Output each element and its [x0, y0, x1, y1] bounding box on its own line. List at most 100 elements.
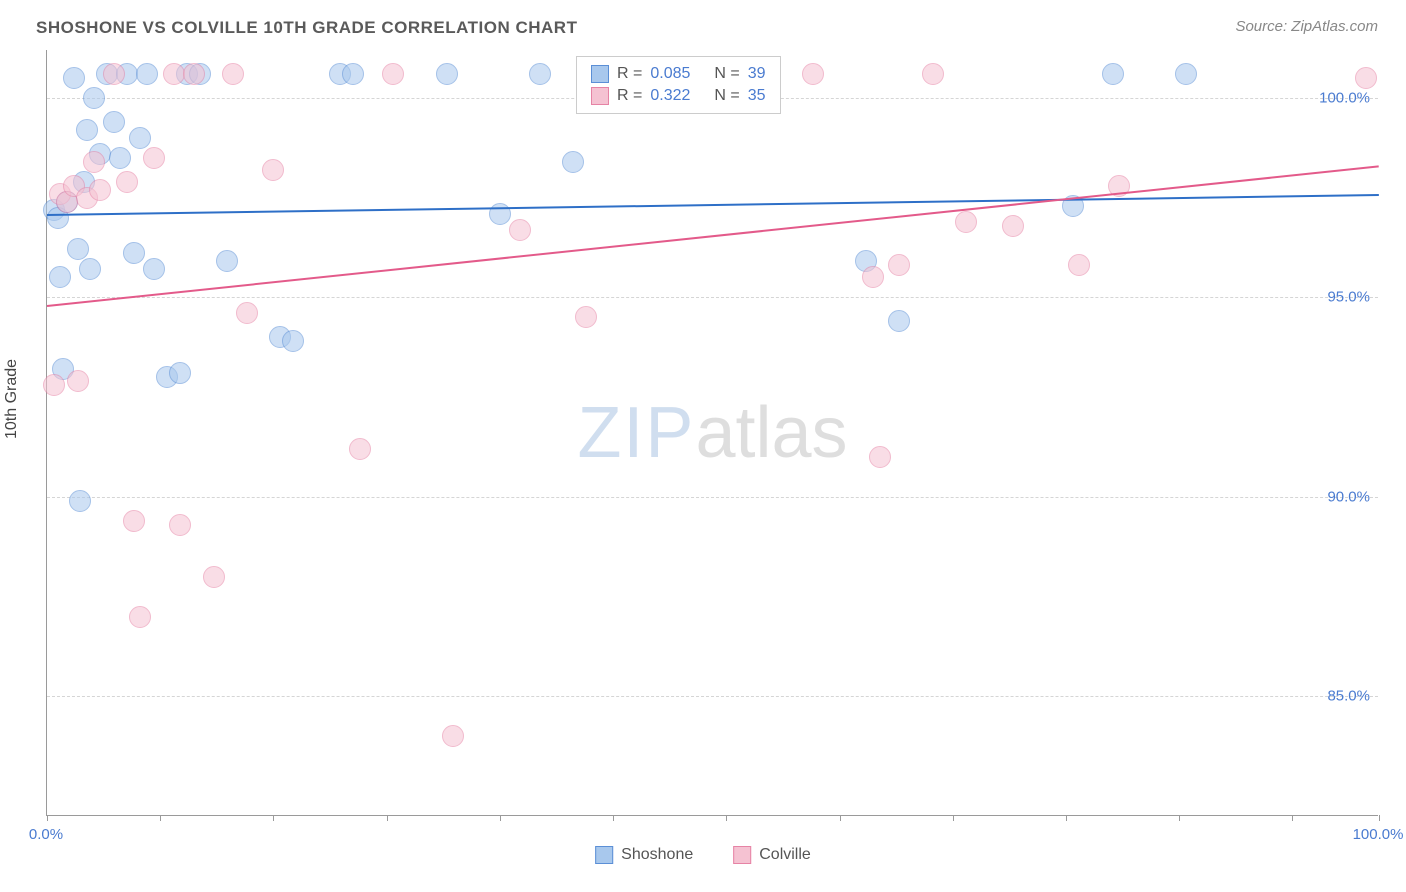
data-point [76, 119, 98, 141]
x-tick [726, 815, 727, 821]
source-attribution: Source: ZipAtlas.com [1235, 18, 1378, 35]
data-point [143, 147, 165, 169]
x-tick [1379, 815, 1380, 821]
data-point [67, 370, 89, 392]
x-tick [273, 815, 274, 821]
data-point [922, 63, 944, 85]
x-tick [953, 815, 954, 821]
data-point [123, 242, 145, 264]
legend-n-label: N = [714, 65, 739, 83]
data-point [262, 159, 284, 181]
gridline [47, 297, 1378, 298]
legend-row: R = 0.085 N = 39 [591, 63, 766, 85]
legend-row: R = 0.322 N = 35 [591, 85, 766, 107]
x-tick [500, 815, 501, 821]
data-point [169, 514, 191, 536]
x-tick [1066, 815, 1067, 821]
series-legend: Shoshone Colville [595, 846, 811, 864]
data-point [89, 179, 111, 201]
data-point [103, 63, 125, 85]
data-point [862, 266, 884, 288]
y-axis-label: 10th Grade [3, 359, 21, 439]
data-point [888, 310, 910, 332]
data-point [79, 258, 101, 280]
data-point [169, 362, 191, 384]
legend-r-value: 0.085 [650, 65, 690, 83]
x-tick [47, 815, 48, 821]
data-point [436, 63, 458, 85]
data-point [67, 238, 89, 260]
data-point [83, 151, 105, 173]
data-point [63, 67, 85, 89]
data-point [1102, 63, 1124, 85]
data-point [123, 510, 145, 532]
data-point [143, 258, 165, 280]
data-point [1175, 63, 1197, 85]
data-point [802, 63, 824, 85]
x-tick [160, 815, 161, 821]
data-point [509, 219, 531, 241]
data-point [349, 438, 371, 460]
data-point [136, 63, 158, 85]
data-point [1002, 215, 1024, 237]
x-tick [613, 815, 614, 821]
plot-area: ZIPatlas 85.0% 90.0% 95.0% 100.0% [46, 50, 1378, 816]
data-point [282, 330, 304, 352]
data-point [1068, 254, 1090, 276]
y-tick-label: 95.0% [1327, 289, 1370, 306]
data-point [489, 203, 511, 225]
x-tick [1179, 815, 1180, 821]
data-point [222, 63, 244, 85]
watermark-atlas: atlas [695, 393, 847, 473]
stats-legend: R = 0.085 N = 39 R = 0.322 N = 35 [576, 56, 781, 114]
x-tick [1292, 815, 1293, 821]
data-point [529, 63, 551, 85]
watermark-zip: ZIP [577, 393, 695, 473]
data-point [382, 63, 404, 85]
legend-n-value: 35 [748, 87, 766, 105]
legend-r-value: 0.322 [650, 87, 690, 105]
data-point [49, 266, 71, 288]
chart-title: SHOSHONE VS COLVILLE 10TH GRADE CORRELAT… [36, 18, 577, 38]
x-tick-label: 100.0% [1353, 826, 1404, 843]
legend-r-label: R = [617, 87, 642, 105]
data-point [129, 606, 151, 628]
data-point [869, 446, 891, 468]
legend-r-label: R = [617, 65, 642, 83]
legend-swatch [591, 87, 609, 105]
data-point [342, 63, 364, 85]
data-point [236, 302, 258, 324]
series-legend-item: Colville [733, 846, 811, 864]
data-point [43, 374, 65, 396]
series-legend-label: Colville [759, 846, 811, 864]
legend-swatch [595, 846, 613, 864]
data-point [442, 725, 464, 747]
watermark: ZIPatlas [577, 392, 847, 474]
x-tick [840, 815, 841, 821]
data-point [116, 171, 138, 193]
gridline [47, 696, 1378, 697]
gridline [47, 497, 1378, 498]
y-tick-label: 90.0% [1327, 488, 1370, 505]
data-point [69, 490, 91, 512]
y-tick-label: 85.0% [1327, 688, 1370, 705]
data-point [103, 111, 125, 133]
y-tick-label: 100.0% [1319, 89, 1370, 106]
data-point [575, 306, 597, 328]
series-legend-label: Shoshone [621, 846, 693, 864]
data-point [109, 147, 131, 169]
data-point [1355, 67, 1377, 89]
data-point [203, 566, 225, 588]
data-point [562, 151, 584, 173]
data-point [163, 63, 185, 85]
x-tick [387, 815, 388, 821]
data-point [129, 127, 151, 149]
trend-line [47, 166, 1379, 308]
legend-swatch [733, 846, 751, 864]
data-point [183, 63, 205, 85]
data-point [83, 87, 105, 109]
legend-n-label: N = [714, 87, 739, 105]
trend-line [47, 194, 1379, 216]
series-legend-item: Shoshone [595, 846, 693, 864]
legend-n-value: 39 [748, 65, 766, 83]
